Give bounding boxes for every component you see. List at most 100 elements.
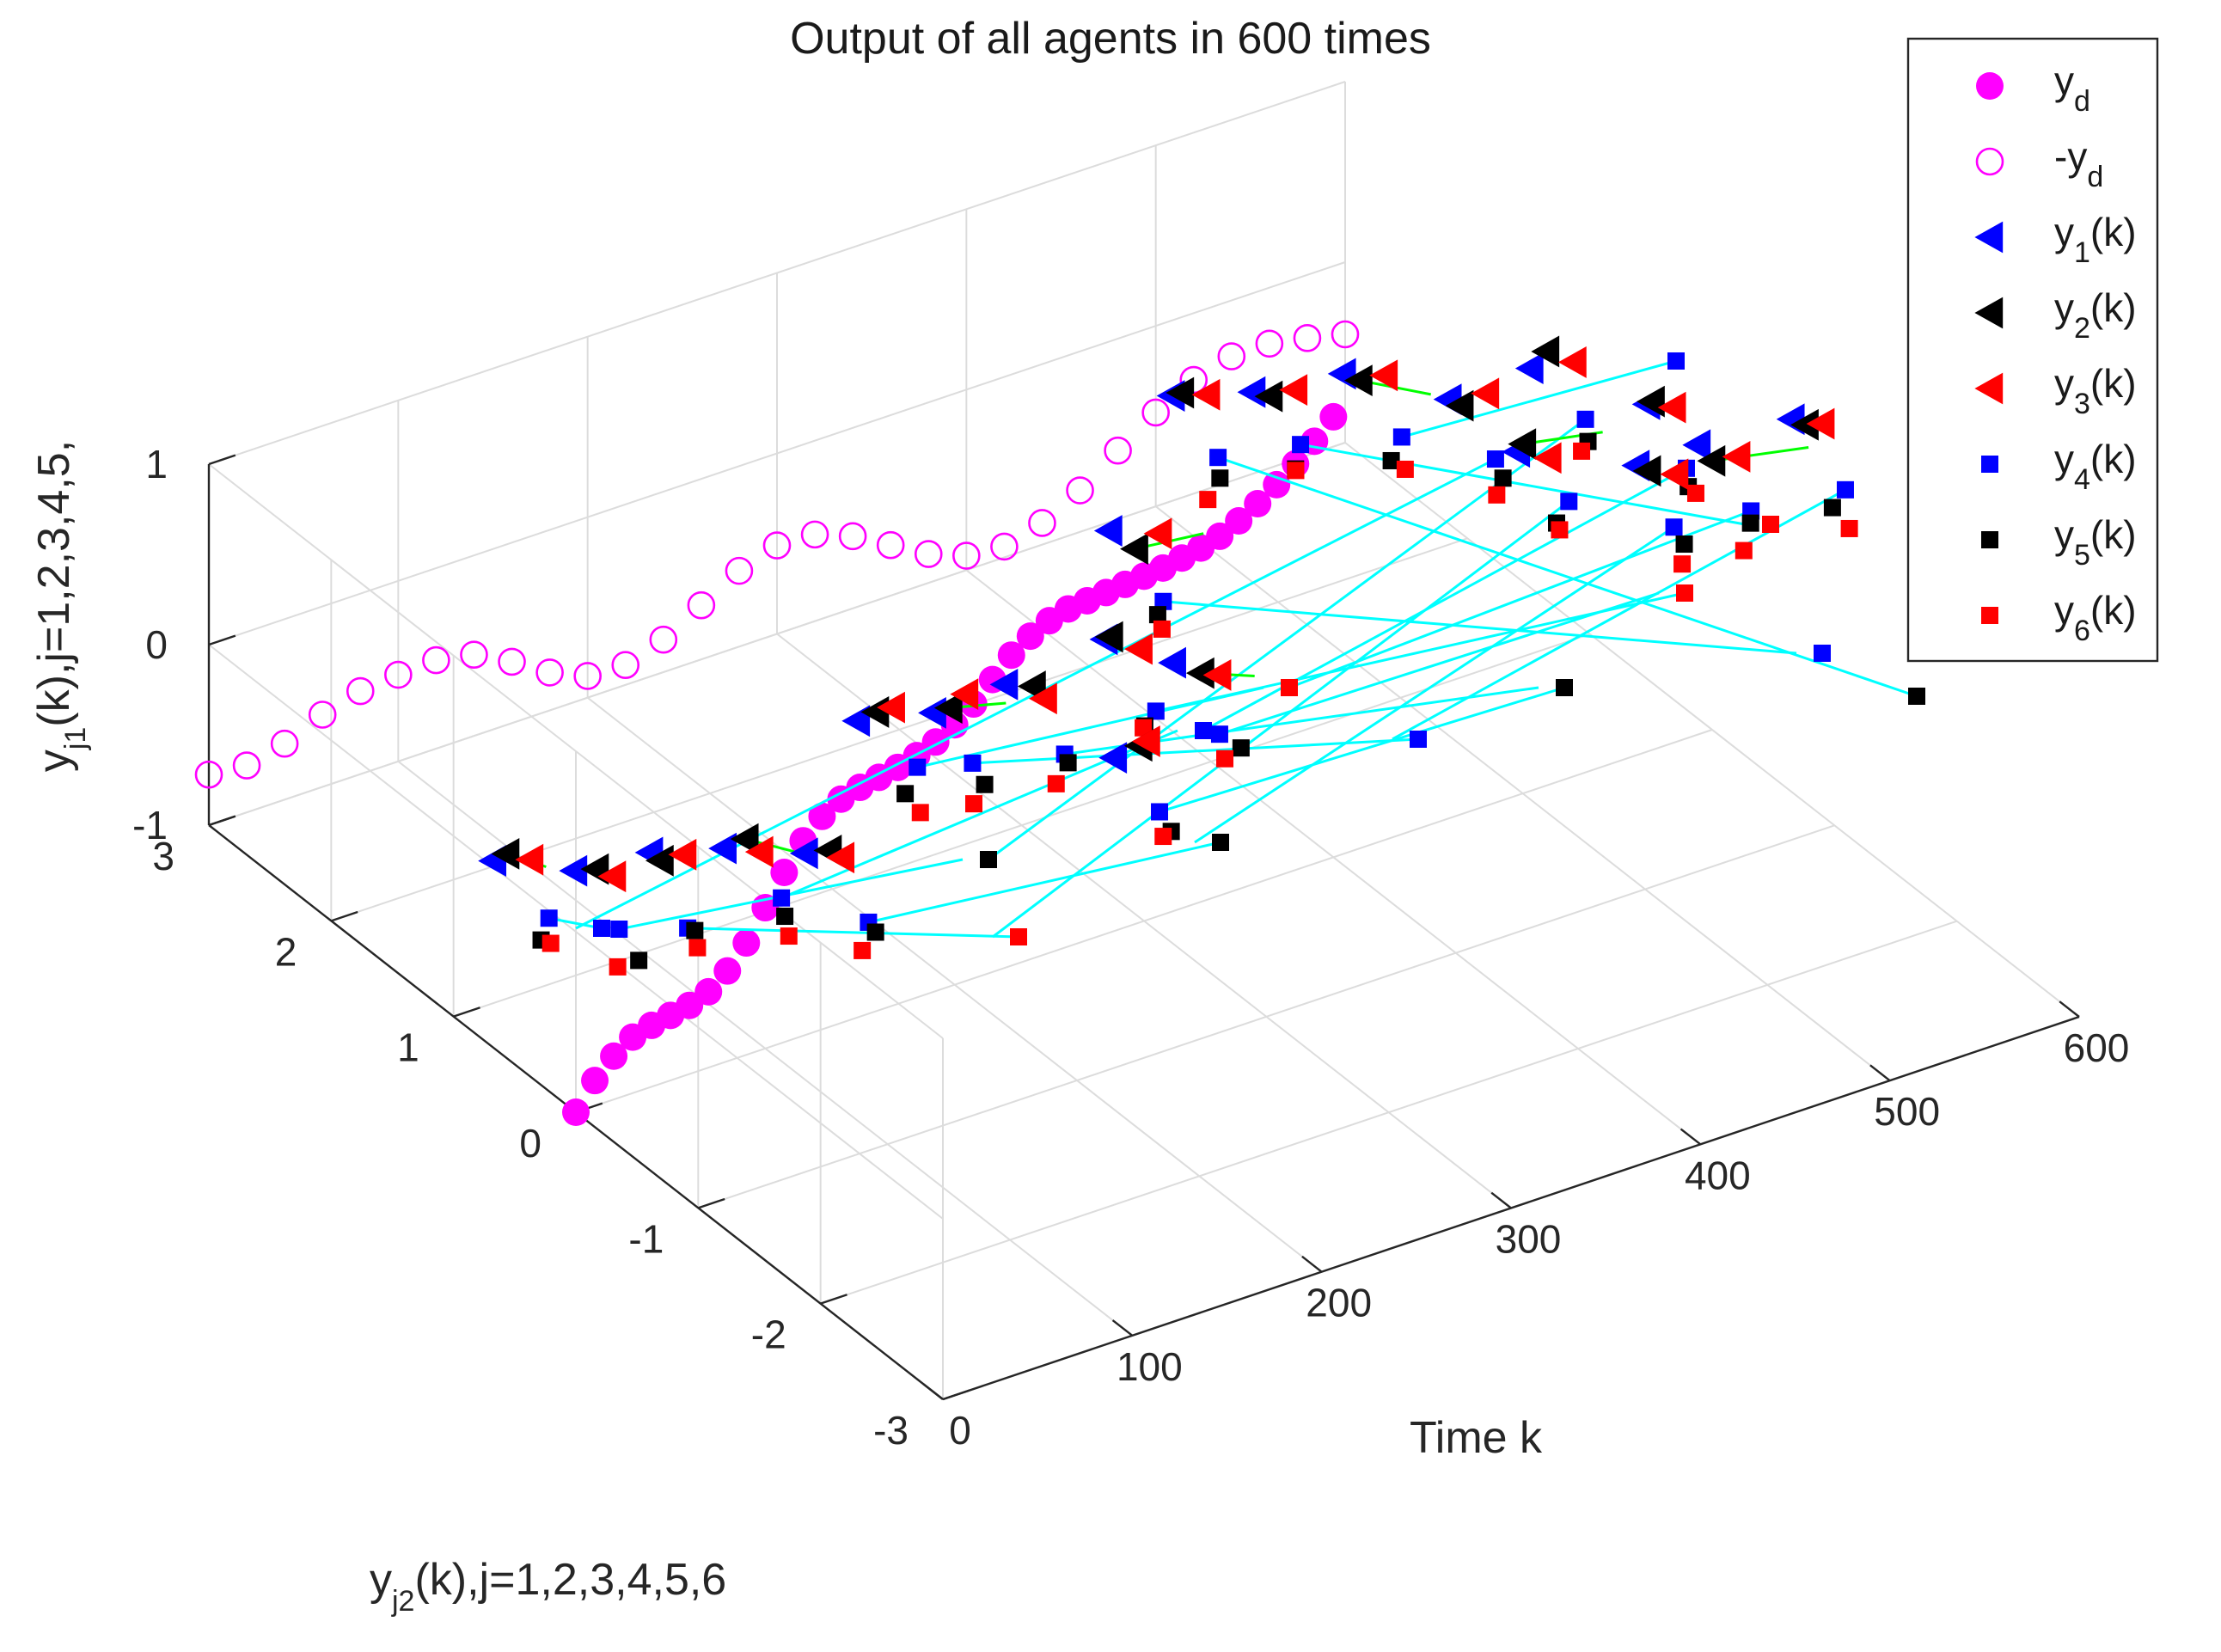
legend-label: y5(k) — [2054, 512, 2137, 572]
grid-line — [698, 824, 1835, 1209]
grid-line — [208, 81, 1346, 465]
agent-3-marker — [515, 843, 544, 876]
legend-label: yd — [2054, 58, 2090, 118]
agent-3-marker — [1202, 659, 1232, 691]
agent-3-marker — [668, 838, 697, 871]
agent-2-marker — [1120, 533, 1148, 565]
x-tick — [2059, 1000, 2080, 1018]
legend-marker — [1976, 72, 2004, 100]
chart-title: Output of all agents in 600 times — [790, 14, 1431, 64]
agent-4-marker — [610, 921, 628, 939]
neg-yd-point — [1028, 509, 1056, 537]
yd-point — [732, 929, 761, 958]
agent-3-marker — [1124, 633, 1153, 665]
agent-5-marker — [1212, 834, 1229, 851]
z-tick — [208, 454, 236, 466]
link-line — [868, 841, 1221, 924]
series-neg-yd — [194, 320, 1360, 789]
agent-2-marker — [1094, 621, 1123, 653]
agent-1-marker — [989, 668, 1019, 701]
agent-4-marker — [1410, 731, 1427, 748]
agent-3-marker — [1279, 374, 1308, 407]
yd-point — [713, 957, 742, 985]
grid-line — [820, 920, 1957, 1305]
agent-2-marker — [1637, 385, 1665, 418]
agent-3-marker — [1029, 682, 1057, 715]
agent-6-marker — [1840, 519, 1858, 537]
agent-5-marker — [1741, 514, 1759, 532]
agent-3-marker — [1533, 442, 1562, 474]
x-tick-label: 200 — [1306, 1281, 1372, 1325]
link-line — [988, 418, 1587, 861]
link-line — [1194, 526, 1675, 844]
agent-3-marker — [826, 841, 855, 874]
agent-5-marker — [1908, 688, 1925, 705]
agent-1-marker — [1682, 429, 1711, 462]
neg-yd-point — [611, 651, 640, 680]
agent-3-marker — [1557, 346, 1587, 378]
agent-4-marker — [593, 920, 610, 937]
neg-yd-point — [725, 556, 754, 585]
link-line — [1217, 456, 1918, 698]
agent-1-marker — [708, 832, 737, 865]
link-line — [1300, 443, 1746, 526]
x-tick — [1490, 1191, 1512, 1209]
agent-6-marker — [541, 934, 560, 952]
agent-5-marker — [976, 775, 994, 793]
yd-point — [676, 991, 704, 1019]
agent-6-marker — [1396, 460, 1414, 478]
agent-6-marker — [1047, 774, 1065, 792]
legend-marker — [1974, 221, 2004, 254]
yd-point — [694, 977, 723, 1006]
yd-point — [1225, 507, 1253, 535]
agent-6-marker — [1573, 442, 1591, 460]
agent-3-marker — [1660, 458, 1689, 491]
agent-5-marker — [1494, 469, 1512, 487]
agent-2-marker — [860, 696, 890, 728]
agent-3-marker — [1806, 407, 1835, 440]
y-tick-label: -3 — [873, 1408, 909, 1453]
x-axis-label: Time k — [1410, 1413, 1543, 1463]
x-tick-label: 500 — [1874, 1089, 1940, 1134]
agent-1-marker — [559, 854, 588, 887]
y-tick — [942, 1389, 970, 1401]
z-tick — [208, 815, 236, 827]
yd-point — [581, 1067, 609, 1095]
y-tick — [330, 910, 358, 922]
agent-6-marker — [1281, 679, 1298, 696]
neg-yd-point — [1141, 398, 1170, 427]
agent-6-marker — [911, 804, 929, 822]
agent-5-marker — [1211, 469, 1229, 487]
agent-3-marker — [877, 691, 905, 724]
y-tick-label: 3 — [152, 834, 174, 878]
y-tick-label: -2 — [751, 1312, 786, 1357]
y-tick-label: -1 — [628, 1216, 664, 1261]
link-line — [1401, 359, 1677, 438]
agent-2-marker — [1445, 389, 1474, 422]
neg-yd-point — [1331, 320, 1360, 349]
grid-line — [208, 463, 944, 1039]
agent-4-marker — [1560, 493, 1578, 511]
agent-4-marker — [1392, 428, 1410, 446]
y-tick — [697, 1197, 725, 1209]
neg-yd-point — [422, 646, 450, 675]
x-tick — [922, 1383, 944, 1400]
agent-4-marker — [1576, 410, 1594, 428]
neg-yd-point — [346, 676, 375, 706]
link-line — [992, 500, 1570, 939]
neg-yd-point — [1255, 329, 1284, 358]
legend-marker — [1981, 607, 1998, 624]
legend-box — [1906, 37, 2159, 663]
neg-yd-point — [308, 701, 337, 729]
agent-1-marker — [1158, 646, 1186, 679]
agent-5-marker — [1382, 451, 1400, 469]
z-axis-label: yj1(k),j=1,2,3,4,5, — [29, 440, 92, 772]
agent-6-marker — [1135, 719, 1153, 737]
y-axis-label: yj2(k),j=1,2,3,4,5,6 — [370, 1555, 726, 1618]
agent-4-marker — [964, 754, 982, 772]
yd-point — [997, 641, 1025, 670]
agent-4-marker — [1154, 592, 1172, 610]
z-tick-label: 0 — [145, 622, 168, 667]
link-line — [1163, 600, 1797, 655]
